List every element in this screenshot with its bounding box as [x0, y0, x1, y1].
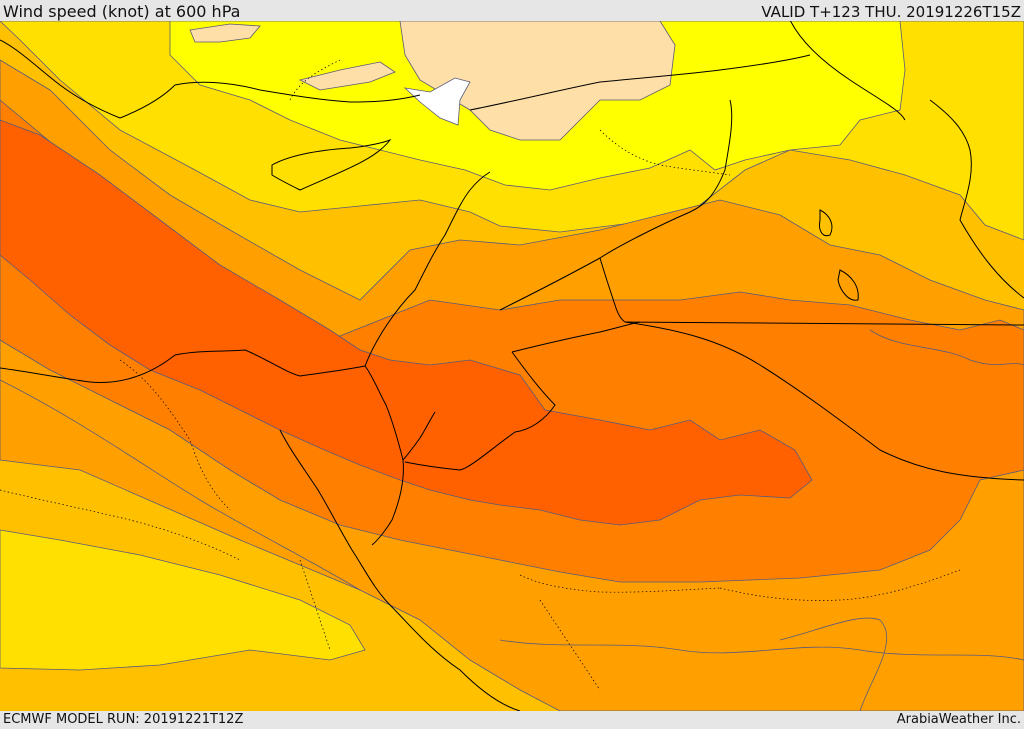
band-gold-southwest	[0, 529, 366, 671]
model-run: ECMWF MODEL RUN: 20191221T12Z	[3, 712, 244, 727]
country-borders	[404, 21, 1024, 481]
wind-speed-map	[0, 21, 1024, 711]
map-title: Wind speed (knot) at 600 hPa	[3, 2, 241, 21]
credit: ArabiaWeather Inc.	[896, 712, 1021, 727]
wind-contours	[0, 329, 1024, 711]
coastlines	[0, 39, 859, 711]
band-white	[403, 77, 471, 126]
band-tan-small	[189, 23, 261, 43]
map-panel	[0, 21, 1024, 711]
band-tan-small-2	[298, 61, 396, 91]
band-tan-north	[399, 21, 676, 141]
footer-bar: ECMWF MODEL RUN: 20191221T12Z ArabiaWeat…	[0, 711, 1024, 729]
title-bar: Wind speed (knot) at 600 hPa VALID T+123…	[0, 0, 1024, 21]
province-borders	[0, 59, 961, 691]
band-red-orange	[0, 119, 813, 526]
valid-time: VALID T+123 THU. 20191226T15Z	[761, 3, 1021, 21]
